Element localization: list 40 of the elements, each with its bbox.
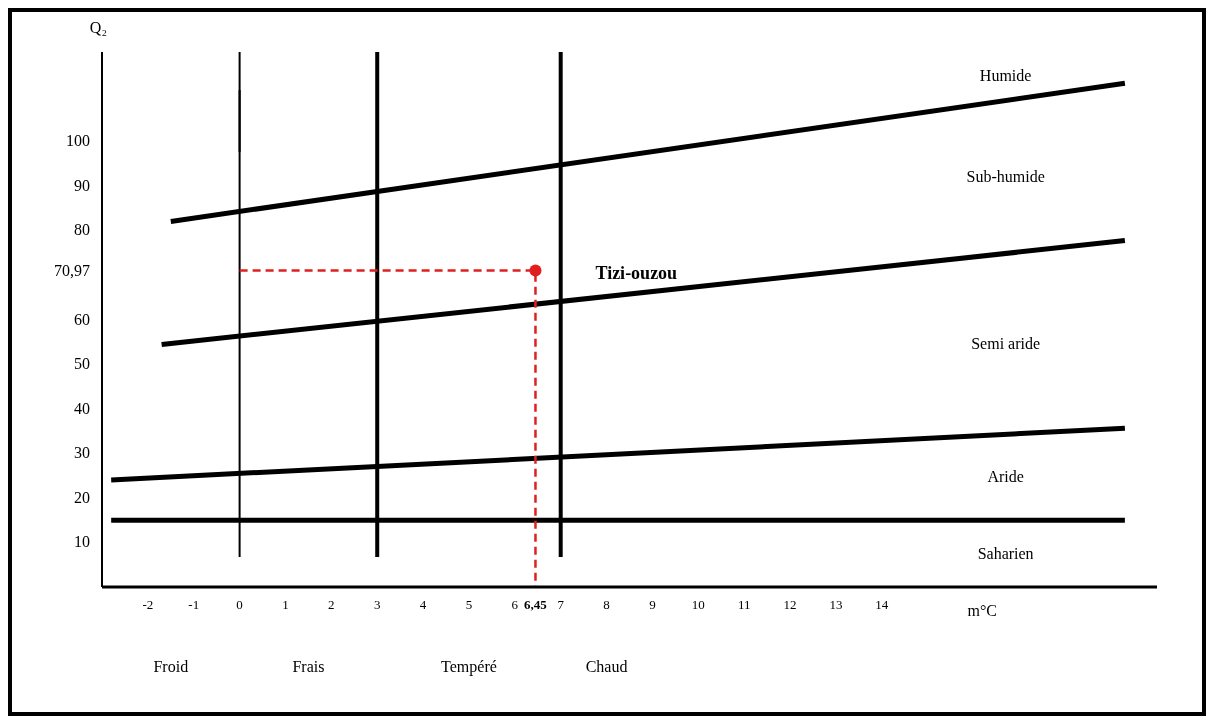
x-tick-label: 10 — [691, 597, 705, 612]
x-tick-label: 6,45 — [524, 597, 548, 612]
y-tick-label: 20 — [74, 488, 90, 506]
text: Froid — [153, 658, 189, 675]
x-tick-label: 5 — [465, 597, 473, 612]
text: Tizi-ouzou — [595, 262, 678, 283]
x-tick-label: 0 — [236, 597, 243, 612]
x-tick-label: -1 — [188, 597, 200, 612]
text: Frais — [292, 658, 325, 675]
y-tick-label: 100 — [66, 132, 90, 150]
y-tick-label: 70,97 — [54, 261, 90, 279]
x-tick-label: 12 — [783, 597, 797, 612]
annotation: Sub-humide — [966, 167, 1045, 185]
x-tick-label: 3 — [373, 597, 381, 612]
annotation: Aride — [987, 468, 1024, 486]
x-tick-label: 4 — [419, 597, 427, 612]
annotation: Humide — [979, 67, 1032, 85]
y-tick-label: 10 — [74, 533, 90, 551]
x-tick-label: 7 — [557, 597, 565, 612]
text: Tempéré — [441, 658, 497, 676]
y-tick-label: 60 — [74, 310, 90, 328]
x-axis-title: m°C — [967, 602, 997, 620]
x-tick-label: 2 — [328, 597, 335, 612]
x-tick-label: -2 — [142, 597, 154, 612]
y-tick-label: 80 — [74, 221, 90, 239]
x-tick-label: 13 — [829, 597, 843, 612]
y-tick-label: 40 — [74, 399, 90, 417]
text: Chaud — [585, 658, 628, 675]
x-tick-label: 6 — [511, 597, 519, 612]
x-tick-label: 11 — [737, 597, 751, 612]
y-tick-label: 90 — [74, 176, 90, 194]
x-tick-label: 14 — [875, 597, 889, 612]
annotation: Semi aride — [971, 334, 1041, 352]
y-axis-title: Q₂ — [89, 19, 107, 37]
annotation: Saharien — [977, 544, 1034, 562]
x-tick-label: 1 — [282, 597, 289, 612]
y-tick-label: 50 — [74, 355, 90, 373]
y-tick-label: 30 — [74, 444, 90, 462]
x-tick-label: 8 — [603, 597, 610, 612]
x-tick-label: 9 — [649, 597, 656, 612]
